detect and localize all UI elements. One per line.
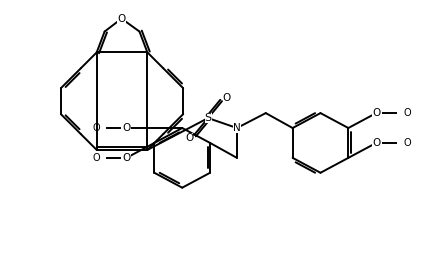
- Text: O: O: [117, 14, 126, 24]
- Text: N: N: [233, 123, 241, 133]
- Text: O: O: [403, 138, 411, 148]
- Text: S: S: [205, 113, 211, 123]
- Text: O: O: [372, 108, 380, 118]
- Text: O: O: [372, 138, 380, 148]
- Text: O: O: [403, 108, 411, 118]
- Text: O: O: [223, 93, 231, 103]
- Text: O: O: [92, 123, 99, 133]
- Text: O: O: [185, 133, 193, 143]
- Text: O: O: [122, 123, 131, 133]
- Text: O: O: [122, 153, 131, 163]
- Text: O: O: [92, 153, 99, 163]
